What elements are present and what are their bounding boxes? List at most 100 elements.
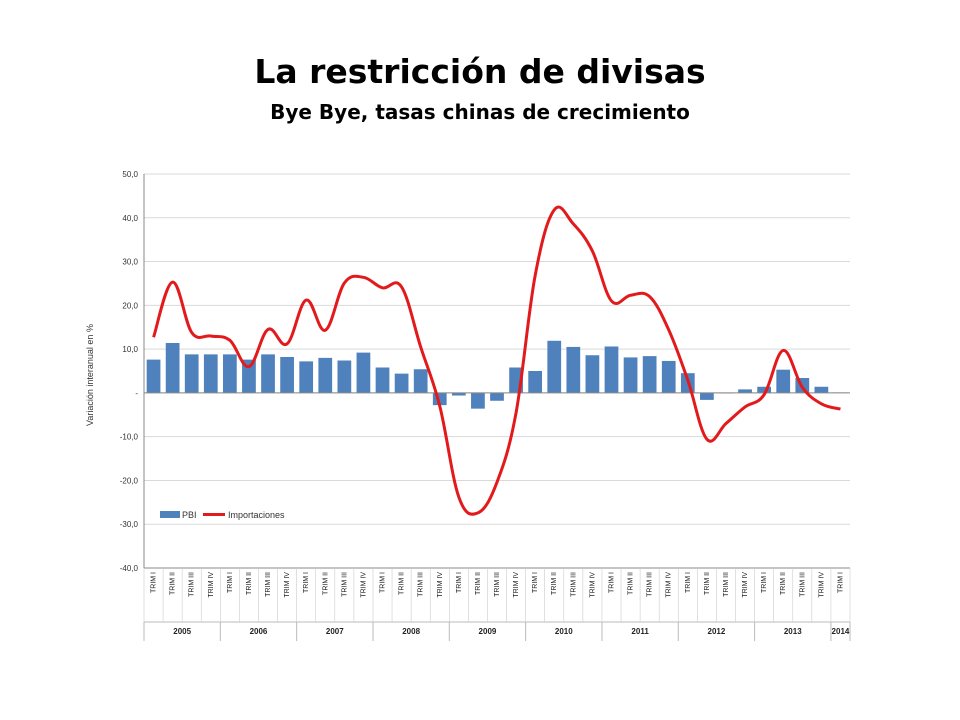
y-tick-label: 50,0: [122, 170, 138, 179]
year-label: 2005: [173, 627, 191, 636]
quarter-label: TRIM II: [704, 572, 711, 595]
quarter-label: TRIM I: [837, 572, 844, 593]
legend-swatch-pbi: [160, 511, 180, 518]
quarter-label: TRIM III: [189, 572, 196, 597]
quarter-label: TRIM I: [151, 572, 158, 593]
quarter-label: TRIM II: [246, 572, 253, 595]
y-tick-label: -20,0: [120, 476, 139, 485]
quarter-label: TRIM II: [551, 572, 558, 595]
x-axis: [143, 174, 850, 568]
quarter-label: TRIM II: [399, 572, 406, 595]
quarter-label: TRIM IV: [360, 572, 367, 598]
year-label: 2010: [555, 627, 573, 636]
pbi-bars: [146, 340, 848, 409]
year-label: 2009: [479, 627, 497, 636]
quarter-label: TRIM III: [570, 572, 577, 597]
y-tick-label: 20,0: [122, 301, 138, 310]
y-tick-label: -: [135, 389, 138, 398]
bar-pbi: [280, 356, 294, 393]
quarter-label: TRIM I: [303, 572, 310, 593]
y-tick-label: 10,0: [122, 345, 138, 354]
quarter-label: TRIM I: [685, 572, 692, 593]
bar-pbi: [547, 340, 562, 393]
bar-pbi: [642, 356, 657, 393]
quarter-label: TRIM II: [322, 572, 329, 595]
quarter-label: TRIM III: [647, 572, 654, 597]
legend-label-pbi: PBI: [182, 510, 197, 520]
quarter-label: TRIM IV: [284, 572, 291, 598]
y-tick-label: -10,0: [120, 433, 139, 442]
bar-pbi: [451, 392, 466, 396]
year-label: 2007: [326, 627, 344, 636]
page-title: La restricción de divisas: [254, 52, 706, 91]
quarter-label: TRIM III: [265, 572, 272, 597]
bar-pbi: [585, 355, 600, 393]
bar-pbi: [261, 354, 275, 393]
bar-pbi: [203, 354, 218, 393]
importaciones-line-group: [152, 205, 841, 516]
bar-pbi: [242, 359, 256, 393]
bar-pbi: [337, 360, 352, 393]
bar-pbi: [738, 389, 752, 393]
quarter-label: TRIM II: [780, 572, 787, 595]
bar-pbi: [623, 357, 638, 393]
bar-pbi: [356, 352, 371, 393]
year-label: 2006: [250, 627, 268, 636]
quarter-label: TRIM IV: [742, 572, 749, 598]
y-tick-label: 30,0: [122, 258, 138, 267]
quarter-label: TRIM IV: [666, 572, 673, 598]
bar-pbi: [394, 373, 409, 393]
line-importaciones: [152, 205, 841, 516]
bar-pbi: [776, 369, 791, 393]
y-tick-label: 40,0: [122, 214, 138, 223]
bar-pbi: [299, 361, 314, 393]
bar-pbi: [165, 342, 180, 393]
quarter-label: TRIM I: [380, 572, 387, 593]
quarter-label: TRIM III: [494, 572, 501, 597]
quarter-label: TRIM IV: [818, 572, 825, 598]
quarter-label: TRIM II: [628, 572, 635, 595]
bar-pbi: [661, 360, 676, 393]
bar-pbi: [700, 392, 714, 400]
bar-pbi: [184, 354, 199, 393]
quarter-label: TRIM IV: [513, 572, 520, 598]
quarter-label: TRIM III: [723, 572, 730, 597]
quarter-label: TRIM III: [418, 572, 425, 597]
quarter-label: TRIM I: [456, 572, 463, 593]
page-subtitle: Bye Bye, tasas chinas de crecimiento: [270, 100, 690, 124]
quarter-label: TRIM I: [761, 572, 768, 593]
quarter-label: TRIM III: [799, 572, 806, 597]
bar-pbi: [471, 392, 485, 409]
legend-label-importaciones: Importaciones: [228, 510, 285, 520]
bar-pbi: [528, 371, 543, 393]
bar-pbi: [318, 357, 333, 393]
bar-pbi: [566, 346, 581, 393]
quarter-label: TRIM IV: [208, 572, 215, 598]
year-label: 2014: [832, 627, 850, 636]
bar-pbi: [604, 346, 619, 393]
bar-pbi: [814, 386, 829, 393]
quarter-label: TRIM IV: [589, 572, 596, 598]
year-label: 2012: [708, 627, 726, 636]
y-axis-ticks: 50,0 40,0 30,0 20,0 10,0 - -10,0 -20,0 -30,0 -40,…: [120, 170, 139, 573]
legend: PBI Importaciones: [160, 510, 285, 520]
year-label: 2011: [631, 627, 649, 636]
quarter-label: TRIM I: [608, 572, 615, 593]
y-axis-label: Variación interanual en %: [85, 324, 95, 426]
y-tick-label: -30,0: [120, 520, 139, 529]
bar-pbi: [375, 367, 390, 393]
quarter-label: TRIM I: [227, 572, 234, 593]
quarter-label: TRIM I: [532, 572, 539, 593]
quarter-label: TRIM II: [475, 572, 482, 595]
quarter-label: TRIM IV: [437, 572, 444, 598]
bar-pbi: [146, 359, 161, 393]
bar-pbi: [222, 354, 237, 393]
y-tick-label: -40,0: [120, 564, 139, 573]
bar-pbi: [413, 369, 428, 393]
quarter-label: TRIM II: [170, 572, 177, 595]
bar-pbi: [490, 392, 504, 401]
x-axis-category-labels: TRIM I TRIM II TRIM III TRIM IV TRIM I TRIM I…: [143, 567, 851, 641]
bar-pbi: [757, 386, 772, 393]
quarter-label: TRIM III: [341, 572, 348, 597]
